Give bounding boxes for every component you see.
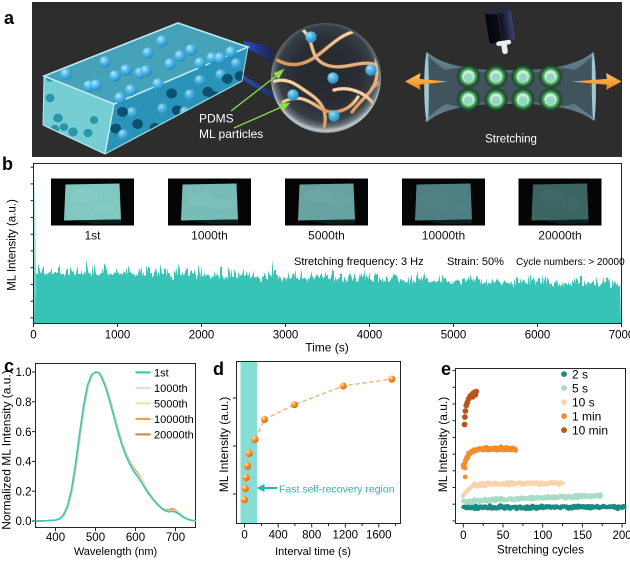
svg-text:Stretching cycles: Stretching cycles bbox=[497, 545, 584, 557]
svg-text:4000: 4000 bbox=[357, 330, 383, 342]
svg-text:Cycle numbers: > 20000: Cycle numbers: > 20000 bbox=[516, 257, 625, 268]
svg-text:0.8: 0.8 bbox=[16, 397, 32, 409]
svg-text:600: 600 bbox=[126, 532, 145, 544]
svg-text:800: 800 bbox=[302, 530, 321, 542]
svg-text:PDMS: PDMS bbox=[199, 112, 234, 126]
svg-text:e: e bbox=[441, 359, 451, 379]
svg-text:5000th: 5000th bbox=[154, 398, 188, 410]
svg-text:5 s: 5 s bbox=[572, 381, 588, 395]
svg-text:d: d bbox=[213, 359, 224, 379]
svg-text:0.6: 0.6 bbox=[16, 427, 32, 439]
svg-text:200: 200 bbox=[613, 530, 630, 542]
svg-text:1200: 1200 bbox=[333, 530, 359, 542]
svg-text:ML Intensity (a.u.): ML Intensity (a.u.) bbox=[217, 397, 231, 493]
svg-text:1000th: 1000th bbox=[191, 229, 228, 243]
svg-text:10 min: 10 min bbox=[572, 423, 608, 437]
svg-text:0.0: 0.0 bbox=[16, 516, 32, 528]
svg-text:2 s: 2 s bbox=[572, 367, 588, 381]
svg-text:1000: 1000 bbox=[105, 330, 131, 342]
svg-text:0.4: 0.4 bbox=[16, 457, 33, 469]
svg-text:0.2: 0.2 bbox=[16, 486, 32, 498]
svg-text:Stretching: Stretching bbox=[485, 134, 537, 146]
svg-text:Normalized ML Intensity (a.u.): Normalized ML Intensity (a.u.) bbox=[0, 370, 14, 530]
svg-text:b: b bbox=[2, 154, 13, 174]
svg-text:700: 700 bbox=[166, 532, 185, 544]
svg-text:6000: 6000 bbox=[525, 330, 551, 342]
svg-text:100: 100 bbox=[533, 530, 552, 542]
svg-text:Strain: 50%: Strain: 50% bbox=[447, 256, 504, 268]
svg-text:5000: 5000 bbox=[441, 330, 467, 342]
svg-text:10000th: 10000th bbox=[154, 414, 194, 426]
svg-text:1st: 1st bbox=[154, 367, 169, 379]
svg-text:0: 0 bbox=[30, 330, 36, 342]
svg-text:1.0: 1.0 bbox=[16, 367, 32, 379]
svg-text:400: 400 bbox=[269, 530, 288, 542]
svg-text:1600: 1600 bbox=[366, 530, 392, 542]
svg-text:Wavelength (nm): Wavelength (nm) bbox=[74, 546, 157, 558]
svg-text:1000th: 1000th bbox=[154, 383, 188, 395]
svg-text:Time (s): Time (s) bbox=[305, 341, 349, 355]
svg-text:0: 0 bbox=[460, 530, 466, 542]
svg-text:5000th: 5000th bbox=[308, 229, 345, 243]
svg-text:20000th: 20000th bbox=[154, 429, 194, 441]
svg-text:Fast self-recovery region: Fast self-recovery region bbox=[279, 484, 395, 496]
svg-text:ML Intensity (a.u.): ML Intensity (a.u.) bbox=[7, 199, 19, 291]
svg-text:1st: 1st bbox=[84, 229, 101, 243]
svg-text:3000: 3000 bbox=[273, 330, 299, 342]
svg-text:150: 150 bbox=[573, 530, 592, 542]
svg-text:10000th: 10000th bbox=[422, 229, 465, 243]
svg-text:ML particles: ML particles bbox=[199, 127, 263, 141]
svg-text:2000: 2000 bbox=[189, 330, 215, 342]
svg-text:ML Intensity (a.u.): ML Intensity (a.u.) bbox=[436, 397, 450, 493]
svg-text:Stretching frequency: 3 Hz: Stretching frequency: 3 Hz bbox=[294, 256, 424, 268]
svg-text:7000: 7000 bbox=[609, 330, 630, 342]
svg-text:50: 50 bbox=[497, 530, 510, 542]
svg-text:20000th: 20000th bbox=[538, 229, 581, 243]
svg-text:Interval time (s): Interval time (s) bbox=[275, 546, 351, 558]
svg-text:400: 400 bbox=[46, 532, 65, 544]
svg-text:10 s: 10 s bbox=[572, 395, 595, 409]
svg-text:c: c bbox=[4, 356, 14, 376]
svg-text:a: a bbox=[4, 8, 15, 28]
svg-text:1 min: 1 min bbox=[572, 409, 601, 423]
svg-text:500: 500 bbox=[86, 532, 105, 544]
svg-text:0: 0 bbox=[241, 530, 247, 542]
